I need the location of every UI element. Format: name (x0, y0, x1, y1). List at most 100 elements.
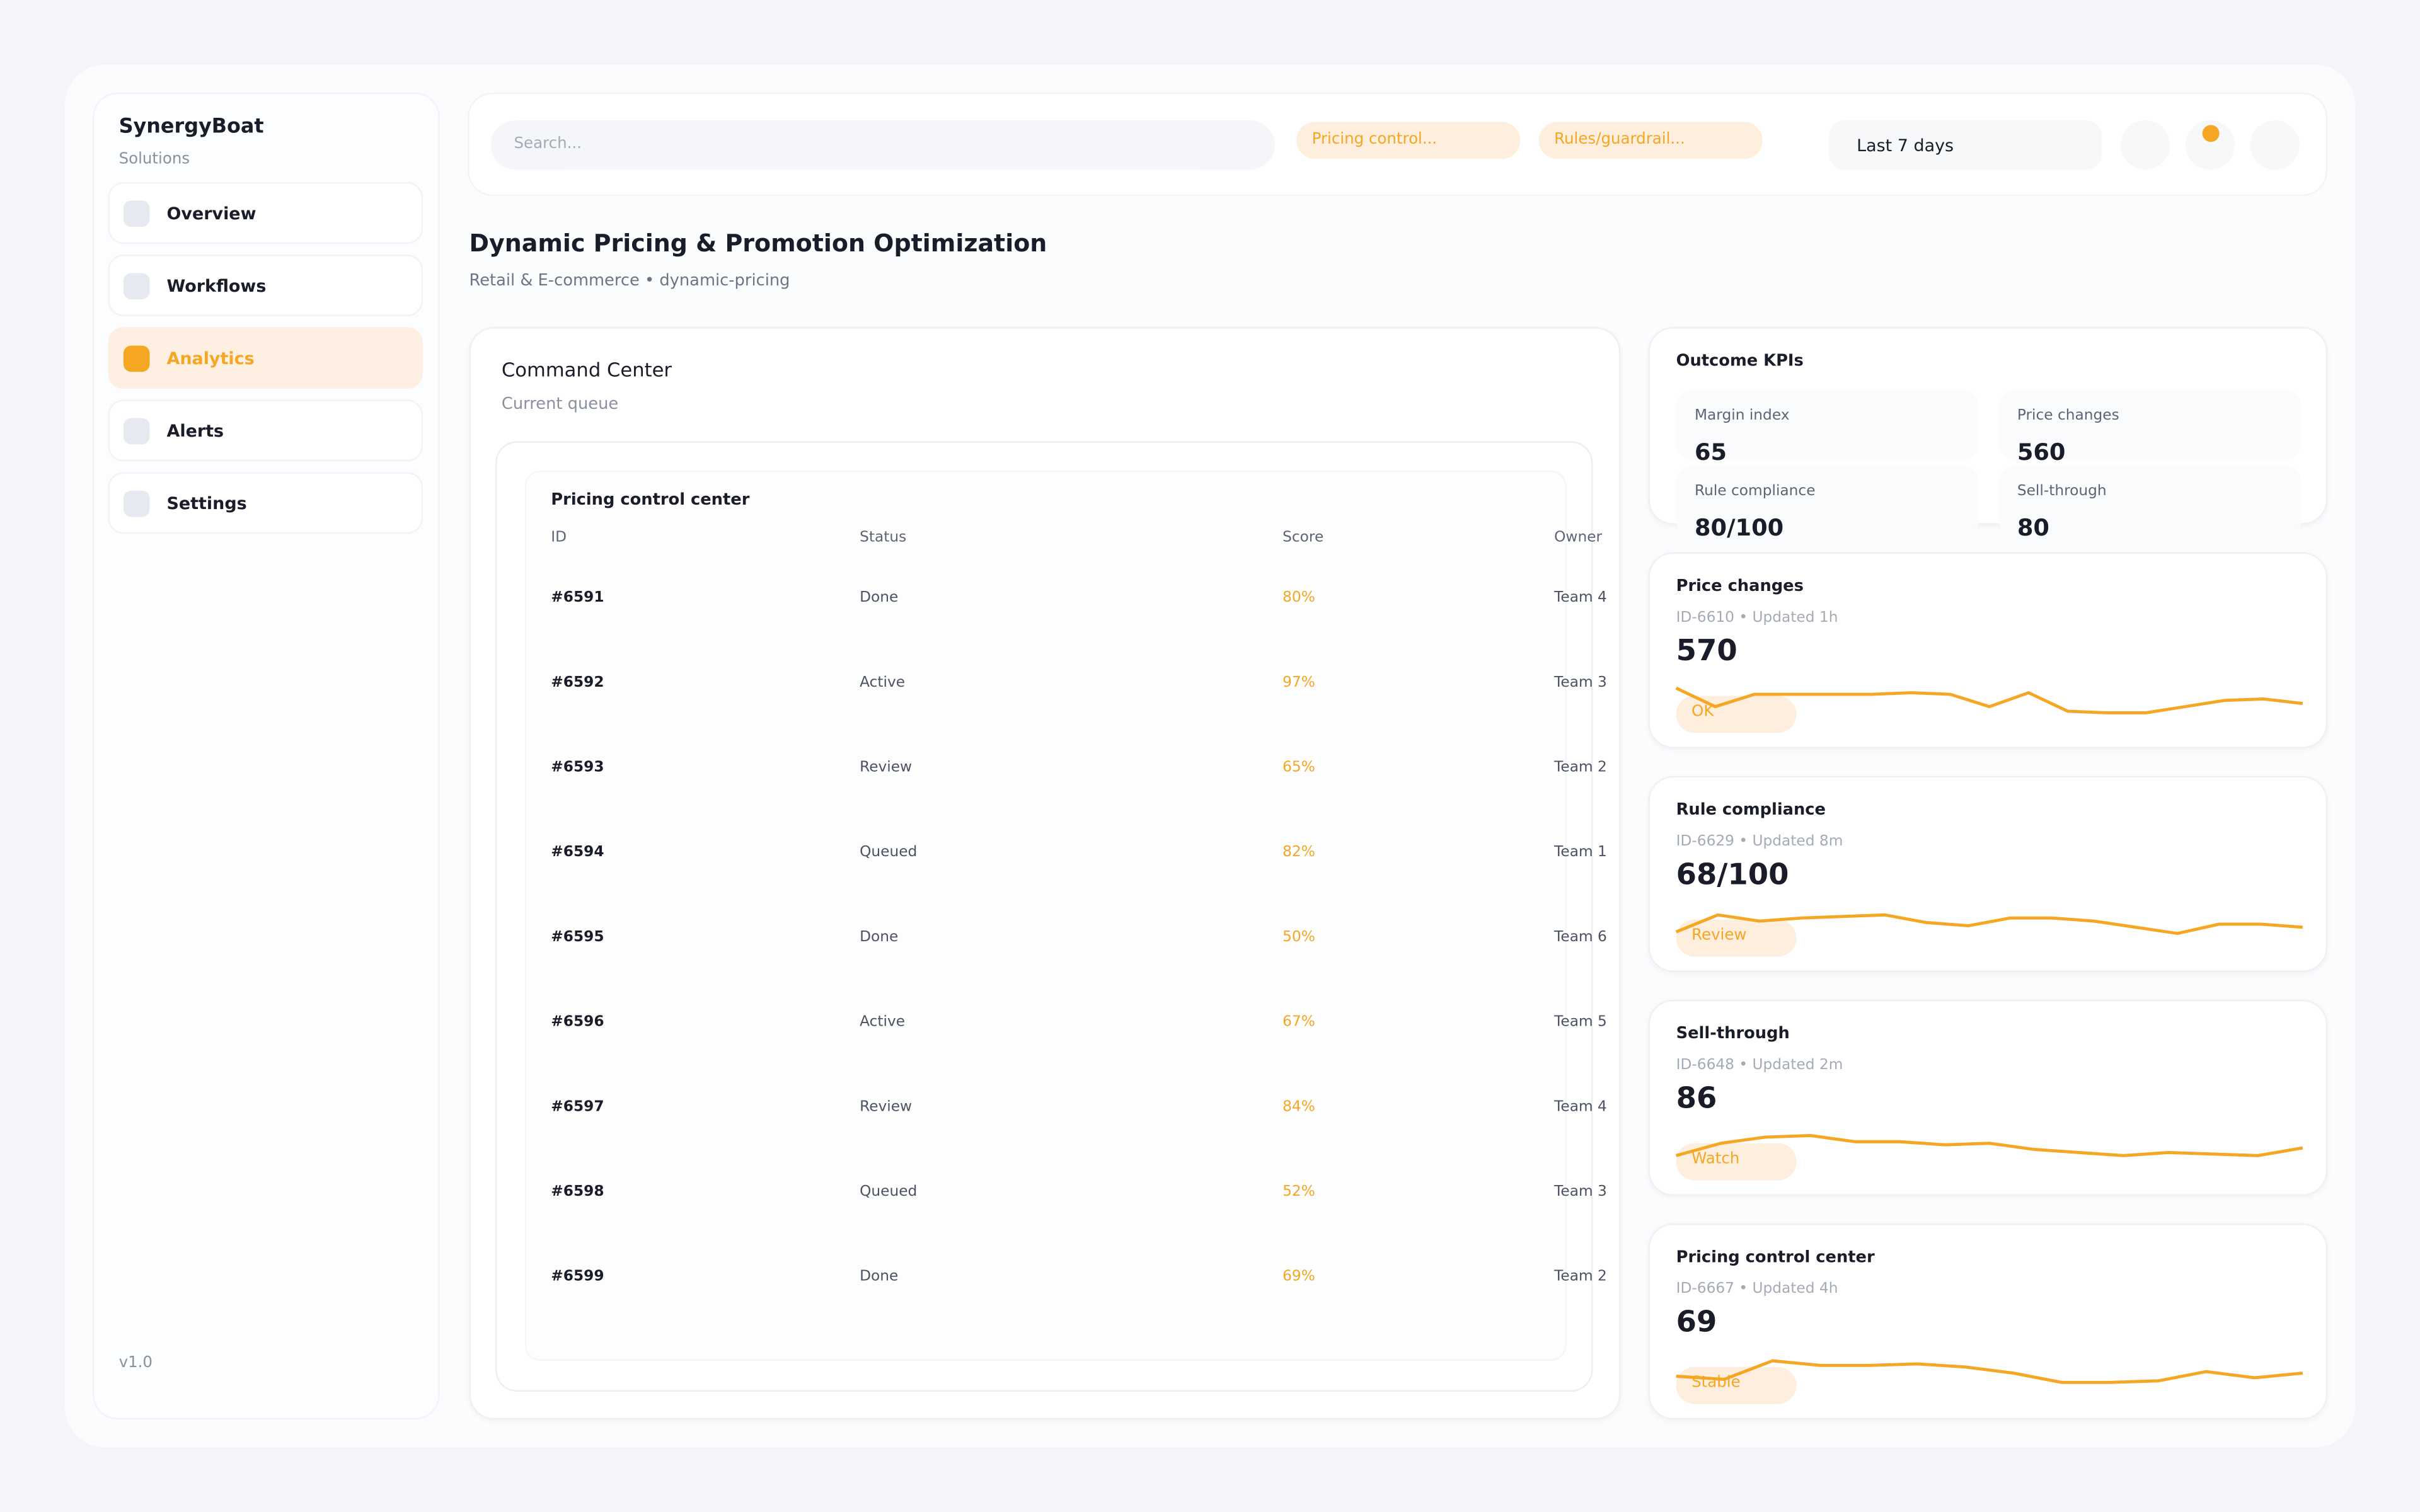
table-cell: 52% (1282, 1183, 1315, 1201)
table-cell: 67% (1282, 1013, 1315, 1031)
nav-icon (123, 345, 150, 372)
metric-card: Rule compliance ID-6629 • Updated 8m 68/10… (1648, 776, 2328, 972)
table-cell: 97% (1282, 674, 1315, 692)
section-title: Command Center (501, 358, 672, 381)
table-cell: Active (860, 1013, 906, 1031)
table-cell: Queued (860, 1183, 918, 1201)
table-cell: Done (860, 1268, 899, 1286)
icon-button[interactable] (2250, 120, 2300, 170)
kpi-tile (1676, 390, 1979, 460)
kpi-label: Price changes (2017, 407, 2119, 425)
sparkline (1675, 687, 2303, 714)
metric-title: Sell-through (1676, 1024, 1790, 1043)
nav-label: Settings (166, 493, 247, 514)
brand-subtitle: Solutions (118, 151, 190, 168)
table-cell: #6594 (551, 844, 604, 861)
metric-meta: ID-6629 • Updated 8m (1676, 833, 1843, 850)
metric-value: 68/100 (1676, 857, 1789, 892)
table-cell: #6593 (551, 759, 604, 776)
status-badge: Watch (1676, 1143, 1797, 1181)
table-cell: #6598 (551, 1183, 604, 1201)
trend-line (1675, 687, 2303, 714)
column-header: ID (551, 529, 567, 546)
page-subtitle: Retail & E-commerce • dynamic-pricing (469, 272, 790, 290)
kpi-value: 80 (2017, 513, 2049, 542)
table-cell: #6591 (551, 589, 604, 607)
brand: SynergyBoat (118, 115, 264, 139)
nav-item[interactable]: Workflows (108, 255, 424, 317)
kpi-label: Rule compliance (1694, 483, 1816, 500)
search-placeholder: Search... (514, 135, 582, 153)
table-cell: 69% (1282, 1268, 1315, 1286)
status-badge: OK (1676, 696, 1797, 733)
kpi-label: Sell-through (2017, 483, 2107, 500)
chip-label: Pricing control... (1311, 131, 1438, 149)
nav-item[interactable]: Overview (108, 181, 424, 244)
table-cell: #6596 (551, 1013, 604, 1031)
kpi-label: Margin index (1694, 407, 1790, 425)
metric-value: 570 (1676, 634, 1737, 668)
kpi-value: 80/100 (1694, 513, 1784, 542)
sparkline (1675, 1134, 2303, 1157)
metric-value: 86 (1676, 1081, 1717, 1116)
table-cell: Team 3 (1554, 1183, 1607, 1201)
column-header: Status (860, 529, 907, 546)
icon-button[interactable] (2120, 120, 2170, 170)
table-cell: 50% (1282, 929, 1315, 946)
table-title: Pricing control center (551, 490, 750, 510)
table-cell: Done (860, 929, 899, 946)
table-cell: Team 2 (1554, 759, 1607, 776)
nav-icon (123, 490, 150, 517)
nav-icon (123, 200, 150, 227)
metric-meta: ID-6667 • Updated 4h (1676, 1280, 1838, 1298)
nav-label: Workflows (166, 276, 267, 297)
nav-label: Alerts (166, 421, 224, 442)
table-cell: 80% (1282, 589, 1315, 607)
table-cell: Team 4 (1554, 589, 1607, 607)
trend-line (1675, 913, 2303, 936)
table-cell: Review (860, 1098, 913, 1116)
status-label: Review (1691, 927, 1747, 944)
nav-item[interactable]: Alerts (108, 399, 424, 462)
date-range[interactable]: Last 7 days (1829, 120, 2102, 170)
table-cell: 65% (1282, 759, 1315, 776)
nav-item[interactable]: Settings (108, 472, 424, 534)
nav-item[interactable]: Analytics (108, 327, 424, 389)
table-cell: #6599 (551, 1268, 604, 1286)
status-badge: Stable (1676, 1366, 1797, 1404)
section-subtitle: Current queue (501, 394, 619, 414)
table-cell: #6597 (551, 1098, 604, 1116)
table-cell: Team 5 (1554, 1013, 1607, 1031)
sparkline (1675, 913, 2303, 936)
metric-card: Sell-through ID-6648 • Updated 2m 86 Watch (1648, 999, 2328, 1196)
date-range-label: Last 7 days (1857, 135, 1954, 156)
table-cell: 84% (1282, 1098, 1315, 1116)
kpi-tile (1998, 390, 2302, 460)
trend-line (1676, 1359, 2303, 1384)
kpi-value: 560 (2017, 438, 2066, 466)
table-cell: #6592 (551, 674, 604, 692)
metric-card: Pricing control center ID-6667 • Updated … (1648, 1223, 2328, 1420)
status-label: Watch (1691, 1150, 1740, 1168)
table-cell: Review (860, 759, 913, 776)
nav-label: Analytics (166, 348, 255, 369)
filter-chip[interactable]: Rules/guardrail... (1538, 122, 1763, 159)
table-cell: Done (860, 589, 899, 607)
status-label: OK (1691, 703, 1714, 721)
table-cell: Queued (860, 844, 918, 861)
version: v1.0 (118, 1354, 153, 1372)
table-cell: Active (860, 674, 906, 692)
nav-icon (123, 273, 150, 300)
icon-button[interactable] (2185, 120, 2235, 170)
filter-chip[interactable]: Pricing control... (1296, 122, 1521, 159)
table-cell: #6595 (551, 929, 604, 946)
nav-label: Overview (166, 203, 256, 224)
page-title: Dynamic Pricing & Promotion Optimization (469, 229, 1047, 258)
status-badge: Review (1676, 919, 1797, 957)
metric-card: Price changes ID-6610 • Updated 1h 570 OK (1648, 552, 2328, 748)
kpi-tile (1676, 466, 1979, 536)
sparkline (1676, 1359, 2303, 1384)
search-input[interactable]: Search... (490, 120, 1275, 170)
